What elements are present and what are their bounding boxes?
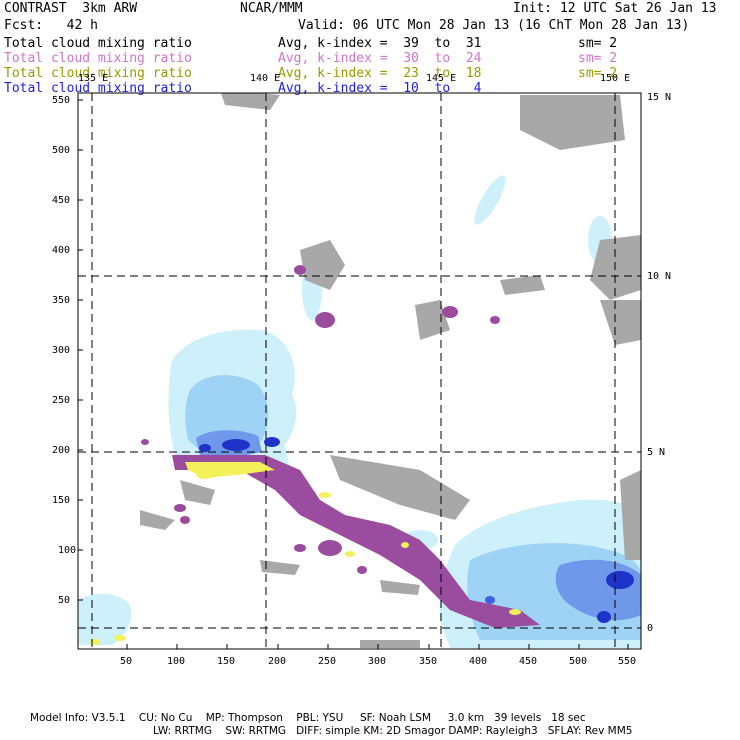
field-avg-3: Avg, k-index = 23 to 18 <box>278 66 482 81</box>
field-avg-1: Avg, k-index = 39 to 31 <box>278 36 482 51</box>
field-name-1: Total cloud mixing ratio <box>4 36 192 51</box>
x-tick: 150 <box>217 656 236 667</box>
axis-ticks <box>78 99 629 649</box>
y-tick: 350 <box>52 295 71 306</box>
field-sm-3: sm= 2 <box>578 66 618 81</box>
purple-cloud-bands <box>141 265 540 628</box>
cloud-core-southeast-3 <box>485 596 495 604</box>
cloud-core-west-3 <box>199 444 211 452</box>
valid-time: Valid: 06 UTC Mon 28 Jan 13 (16 ChT Mon … <box>298 18 690 33</box>
lat-label-0: 0 <box>647 623 654 634</box>
forecast-hour: Fcst: 42 h <box>4 18 98 33</box>
lat-label-10n: 10 N <box>647 271 672 282</box>
model-info-line-2: LW: RRTMG SW: RRTMG DIFF: simple KM: 2D … <box>153 725 633 737</box>
lon-label-145: 145 E <box>426 73 457 84</box>
model-info-line-1: Model Info: V3.5.1 CU: No Cu MP: Thompso… <box>30 712 586 724</box>
lat-label-5n: 5 N <box>647 447 666 458</box>
y-tick: 550 <box>52 95 71 106</box>
cloud-core-west-1 <box>222 439 250 451</box>
x-tick: 350 <box>419 656 438 667</box>
y-tick: 400 <box>52 245 71 256</box>
gray-cloud-streaks <box>140 93 641 648</box>
y-tick: 500 <box>52 145 71 156</box>
map-frame <box>77 92 642 650</box>
cloud-core-west-2 <box>264 437 280 447</box>
field-avg-2: Avg, k-index = 30 to 24 <box>278 51 482 66</box>
field-name-3: Total cloud mixing ratio <box>4 66 192 81</box>
lon-label-135: 135 E <box>78 73 109 84</box>
lon-label-140: 140 E <box>250 73 281 84</box>
y-tick: 50 <box>58 595 71 606</box>
cloud-core-southeast-1 <box>606 571 634 589</box>
y-tick: 300 <box>52 345 71 356</box>
field-name-4: Total cloud mixing ratio <box>4 81 192 96</box>
cloud-core-southeast-2 <box>597 611 611 623</box>
init-time: Init: 12 UTC Sat 26 Jan 13 <box>513 1 717 16</box>
field-avg-4: Avg, k-index = 10 to 4 <box>278 81 482 96</box>
lon-label-150: 150 E <box>600 73 631 84</box>
x-tick: 400 <box>469 656 488 667</box>
latlon-grid <box>78 93 641 649</box>
x-tick: 300 <box>368 656 387 667</box>
yellow-cloud-bands <box>90 462 521 645</box>
x-tick: 450 <box>519 656 538 667</box>
field-sm-1: sm= 2 <box>578 36 618 51</box>
x-tick: 100 <box>167 656 186 667</box>
cloud-patch-north <box>474 175 506 225</box>
center-label: NCAR/MMM <box>240 1 303 16</box>
y-tick: 200 <box>52 445 71 456</box>
field-sm-2: sm= 2 <box>578 51 618 66</box>
x-tick: 250 <box>318 656 337 667</box>
y-tick: 450 <box>52 195 71 206</box>
cloud-light-southwest <box>78 593 132 645</box>
y-tick: 150 <box>52 495 71 506</box>
x-tick: 200 <box>268 656 287 667</box>
y-tick: 250 <box>52 395 71 406</box>
y-tick: 100 <box>58 545 77 556</box>
lat-label-15n: 15 N <box>647 92 672 103</box>
model-title: CONTRAST 3km ARW <box>4 1 138 16</box>
field-name-2: Total cloud mixing ratio <box>4 51 192 66</box>
x-tick: 50 <box>120 656 133 667</box>
x-tick: 550 <box>618 656 637 667</box>
x-tick: 500 <box>569 656 588 667</box>
